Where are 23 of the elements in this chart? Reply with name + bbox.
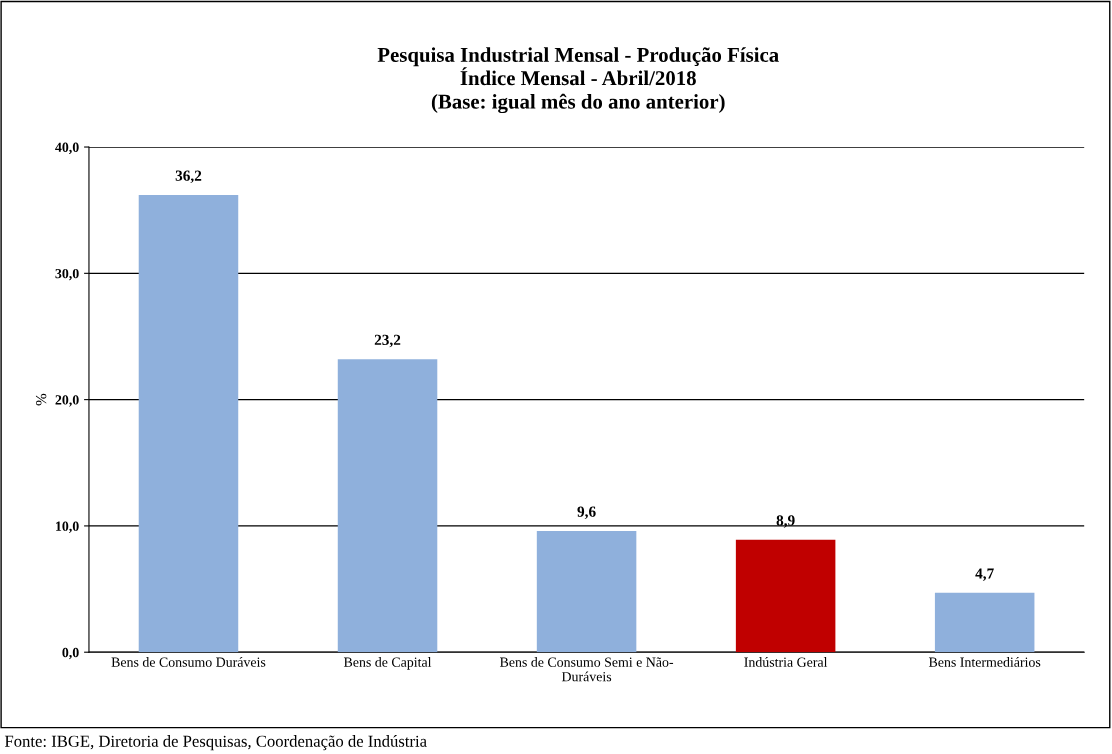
- y-axis-title: %: [35, 393, 47, 406]
- y-tick-label: 40,0: [55, 142, 79, 154]
- bar: [536, 530, 637, 653]
- data-label: 36,2: [175, 170, 202, 184]
- data-label: 9,6: [577, 506, 596, 519]
- chart-title: Pesquisa Industrial Mensal - Produção Física Índice Mensal - Abril/2018 (Base: igual mês do ano anterior): [377, 47, 779, 114]
- source-note: Fonte: IBGE, Diretoria de Pesquisas, Coordenação de Indústria: [4, 735, 427, 751]
- x-tick-label: Bens de Consumo Semi e Não-Duráveis: [499, 657, 674, 682]
- y-tick-label: 30,0: [55, 268, 79, 281]
- y-tick-label: 10,0: [56, 521, 79, 533]
- data-label: 23,2: [374, 334, 401, 348]
- y-tick-label: 20,0: [55, 395, 79, 407]
- bar: [138, 195, 239, 653]
- x-tick-label: Bens de Capital: [343, 657, 432, 670]
- bar: [735, 539, 836, 653]
- x-tick-label: Bens Intermediários: [928, 657, 1041, 667]
- bar: [934, 592, 1035, 653]
- y-tick-label: 0,0: [62, 647, 79, 660]
- x-tick-label: Indústria Geral: [744, 657, 828, 667]
- data-label: 4,7: [975, 568, 994, 581]
- x-tick-label: Bens de Consumo Duráveis: [111, 657, 266, 667]
- data-label: 8,9: [776, 515, 795, 528]
- bar: [337, 359, 438, 653]
